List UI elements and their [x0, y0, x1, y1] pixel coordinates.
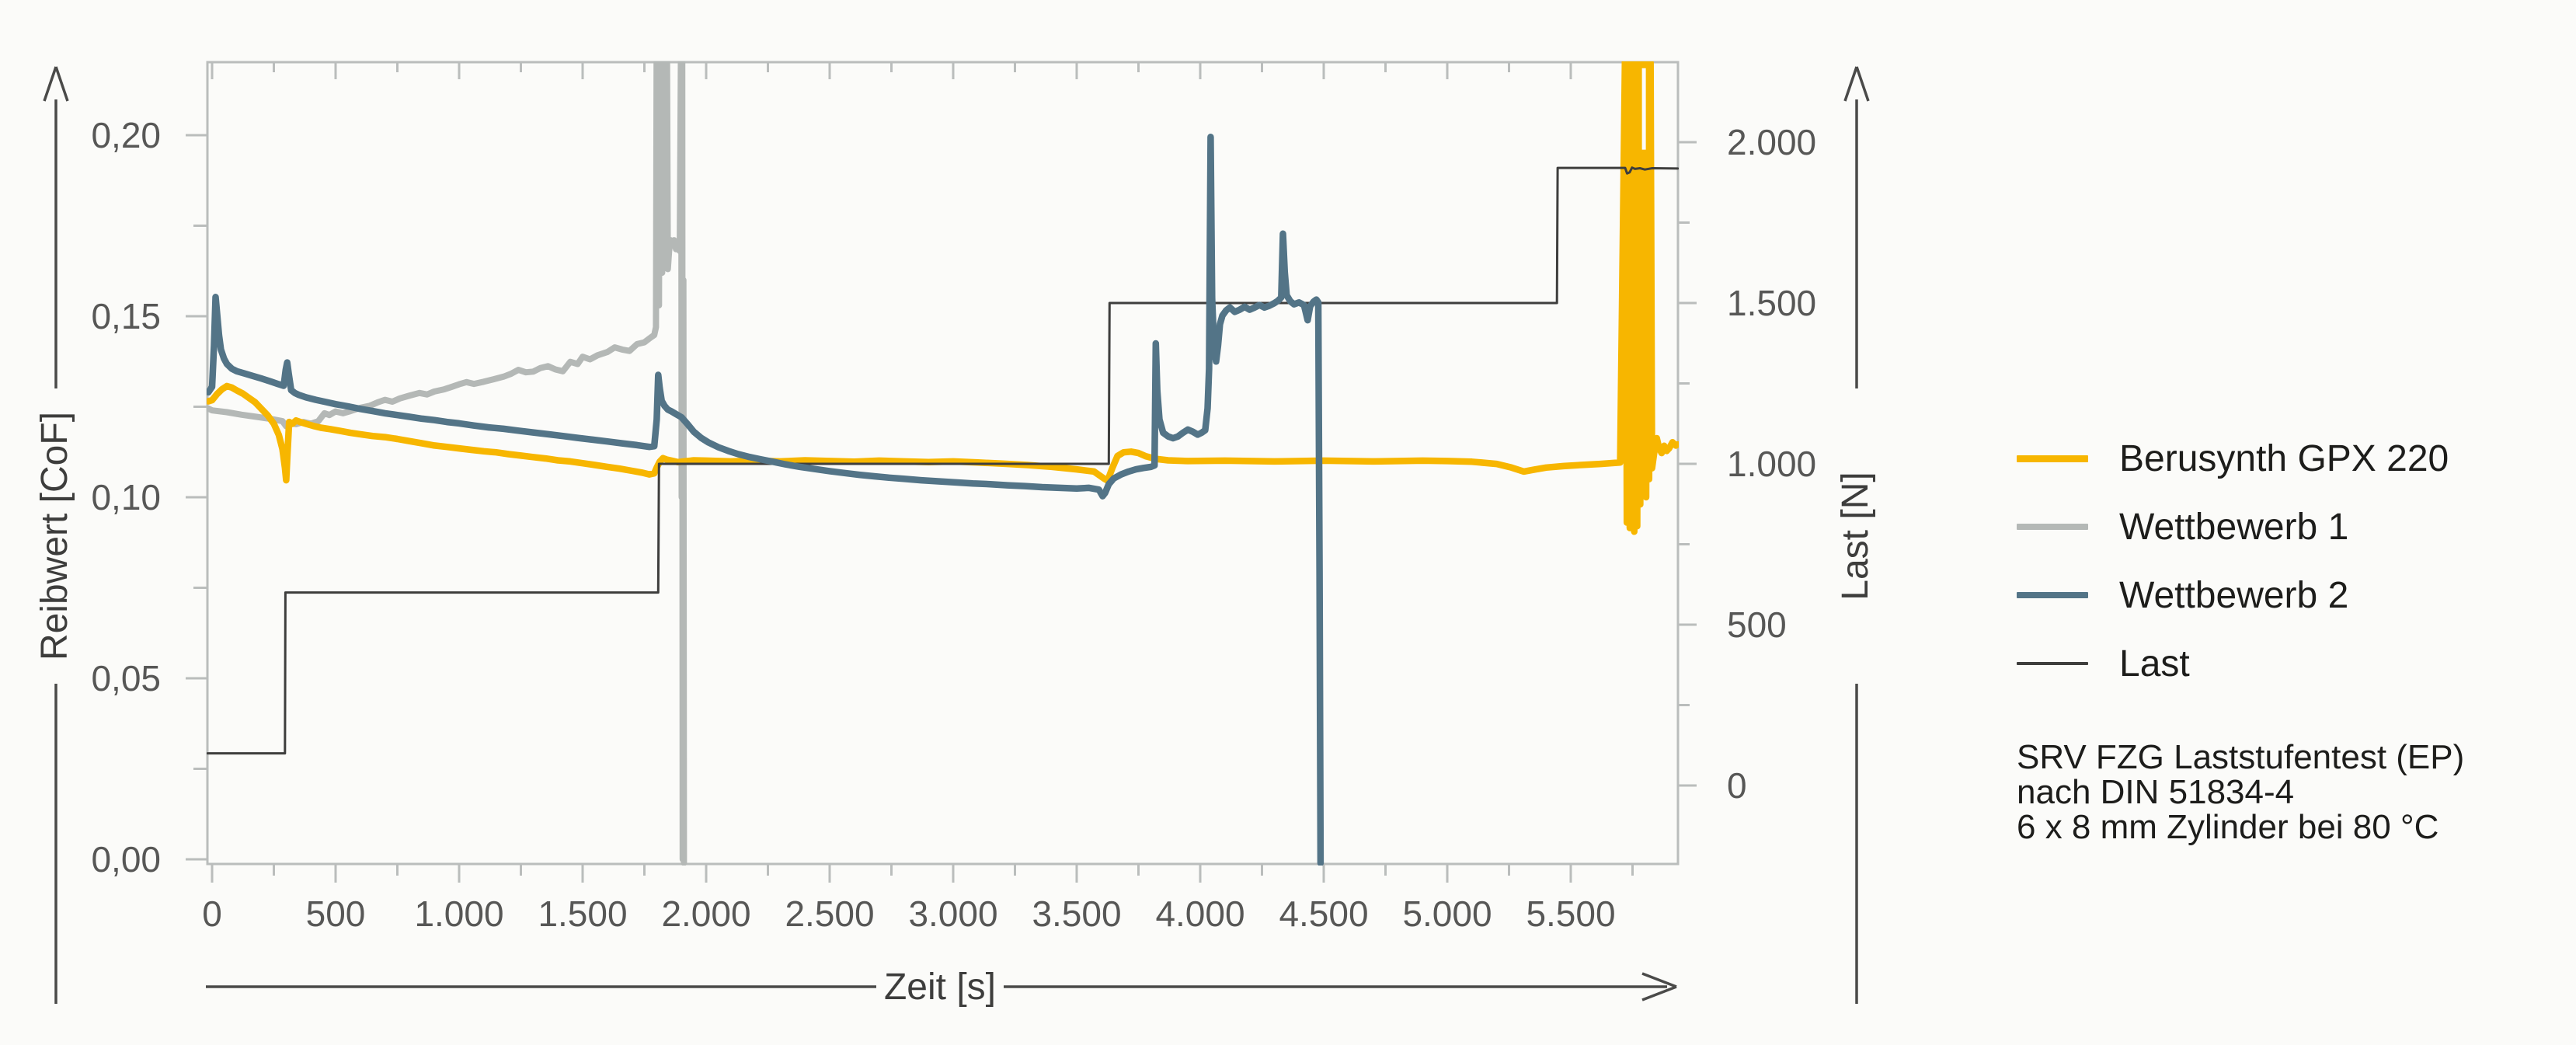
- y-left-tick-label: 0,15: [91, 296, 161, 336]
- arrow-head-icon: [43, 66, 57, 102]
- x-tick-label: 500: [306, 893, 366, 934]
- x-tick-label: 4.500: [1279, 893, 1368, 934]
- x-tick-label: 5.500: [1526, 893, 1615, 934]
- series-last: [207, 166, 1679, 755]
- tick-labels: 0,20 0,15 0,10 0,05 0,00 2.000 1.500 1.000 500 0 0…: [91, 115, 1816, 934]
- axis-title: Zeit [s]: [884, 967, 996, 1008]
- arrow-head-icon: [1855, 66, 1870, 102]
- plot-frame: [206, 61, 1680, 866]
- y-axis-title-right: Last [N]: [1835, 66, 1876, 1004]
- x-tick-label: 3.500: [1032, 893, 1121, 934]
- x-tick-label: 0: [202, 893, 222, 934]
- series-wettbewerb-2: [207, 134, 1325, 866]
- y-right-tick-label: 500: [1727, 604, 1787, 645]
- series-group: [207, 61, 1679, 866]
- y-left-tick-label: 0,10: [91, 477, 161, 517]
- y-axis-title-left: Reibwert [CoF]: [34, 66, 75, 1004]
- legend-swatch-last: [2017, 662, 2088, 665]
- yellow-band-gap: [1641, 68, 1646, 150]
- legend-item-berusynth: Berusynth GPX 220: [2017, 437, 2449, 479]
- arrow-head-icon: [1843, 66, 1858, 102]
- y-right-tick-label: 0: [1727, 765, 1747, 806]
- legend-item-wettbewerb-1: Wettbewerb 1: [2017, 507, 2449, 548]
- caption-line-3: 6 x 8 mm Zylinder bei 80 °C: [2017, 808, 2439, 846]
- y-left-tick-label: 0,20: [91, 115, 161, 155]
- x-tick-label: 2.500: [785, 893, 874, 934]
- x-tick-label: 1.500: [538, 893, 627, 934]
- test-description: SRV FZG Laststufentest (EP) nach DIN 518…: [2017, 740, 2464, 845]
- caption-line-2: nach DIN 51834-4: [2017, 773, 2295, 811]
- chart-legend: Berusynth GPX 220 Wettbewerb 1 Wettbewer…: [2017, 437, 2449, 713]
- x-tick-label: 3.000: [908, 893, 997, 934]
- x-tick-label: 4.000: [1155, 893, 1244, 934]
- caption-line-1: SRV FZG Laststufentest (EP): [2017, 738, 2465, 776]
- legend-label: Wettbewerb 1: [2119, 506, 2349, 548]
- x-tick-label: 5.000: [1402, 893, 1492, 934]
- x-tick-label: 2.000: [661, 893, 750, 934]
- axis-title: Reibwert [CoF]: [34, 412, 75, 660]
- legend-swatch-wettbewerb-2: [2017, 592, 2088, 598]
- x-axis-title: Zeit [s]: [206, 967, 1677, 1008]
- legend-label: Last: [2119, 643, 2190, 684]
- axis-ticks: [186, 62, 1697, 883]
- y-left-tick-label: 0,05: [91, 658, 161, 698]
- y-right-tick-label: 1.000: [1727, 444, 1816, 484]
- series-berusynth-gpx-220: [207, 61, 1679, 535]
- axis-title: Last [N]: [1835, 472, 1876, 600]
- y-left-tick-label: 0,00: [91, 839, 161, 880]
- y-right-tick-label: 1.500: [1727, 283, 1816, 323]
- arrow-head-icon: [54, 66, 69, 102]
- legend-item-last: Last: [2017, 643, 2449, 684]
- y-right-tick-label: 2.000: [1727, 122, 1816, 162]
- legend-swatch-berusynth: [2017, 455, 2088, 462]
- series-wettbewerb-1: [207, 61, 688, 866]
- arrow-head-icon: [1641, 972, 1677, 988]
- legend-label: Berusynth GPX 220: [2119, 437, 2449, 479]
- legend-swatch-wettbewerb-1: [2017, 524, 2088, 530]
- arrow-head-icon: [1641, 985, 1677, 1001]
- legend-label: Wettbewerb 2: [2119, 574, 2349, 616]
- x-tick-label: 1.000: [414, 893, 503, 934]
- legend-item-wettbewerb-2: Wettbewerb 2: [2017, 574, 2449, 616]
